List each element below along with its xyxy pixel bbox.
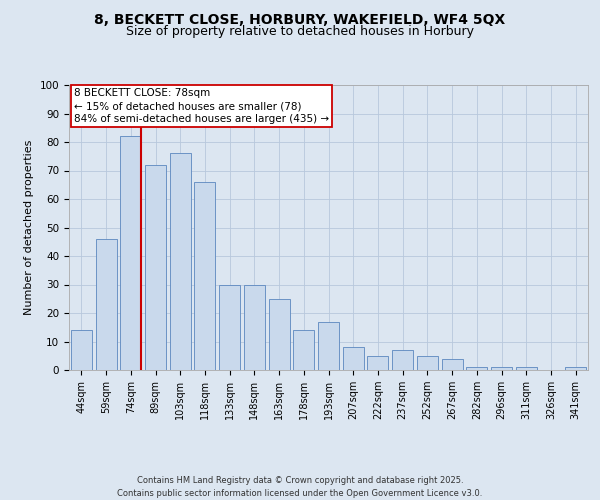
Bar — [417, 356, 438, 370]
Bar — [293, 330, 314, 370]
Bar — [516, 367, 537, 370]
Bar — [318, 322, 339, 370]
Y-axis label: Number of detached properties: Number of detached properties — [24, 140, 34, 315]
Bar — [71, 330, 92, 370]
Bar — [219, 284, 240, 370]
Text: Contains HM Land Registry data © Crown copyright and database right 2025.
Contai: Contains HM Land Registry data © Crown c… — [118, 476, 482, 498]
Bar — [392, 350, 413, 370]
Bar — [244, 284, 265, 370]
Bar — [194, 182, 215, 370]
Text: 8, BECKETT CLOSE, HORBURY, WAKEFIELD, WF4 5QX: 8, BECKETT CLOSE, HORBURY, WAKEFIELD, WF… — [94, 12, 506, 26]
Bar — [145, 165, 166, 370]
Bar — [491, 367, 512, 370]
Bar — [95, 239, 116, 370]
Bar — [269, 298, 290, 370]
Bar — [466, 367, 487, 370]
Bar — [565, 367, 586, 370]
Bar — [120, 136, 141, 370]
Bar — [442, 358, 463, 370]
Text: Size of property relative to detached houses in Horbury: Size of property relative to detached ho… — [126, 25, 474, 38]
Bar — [343, 347, 364, 370]
Bar — [170, 154, 191, 370]
Text: 8 BECKETT CLOSE: 78sqm
← 15% of detached houses are smaller (78)
84% of semi-det: 8 BECKETT CLOSE: 78sqm ← 15% of detached… — [74, 88, 329, 124]
Bar — [367, 356, 388, 370]
